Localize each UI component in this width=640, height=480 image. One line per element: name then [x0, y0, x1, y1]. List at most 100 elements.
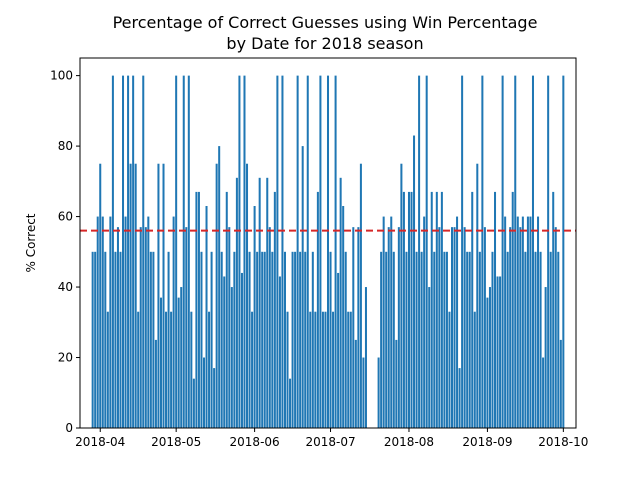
- bar: [91, 251, 94, 428]
- bar: [418, 75, 421, 429]
- bar: [230, 287, 233, 428]
- bar: [342, 206, 345, 428]
- bar: [149, 251, 152, 428]
- bar: [458, 368, 461, 428]
- bar: [205, 206, 208, 428]
- bar: [511, 191, 514, 428]
- bar: [562, 75, 565, 429]
- bar: [273, 191, 276, 428]
- bar: [488, 287, 491, 428]
- bar: [380, 251, 383, 428]
- bar: [559, 339, 562, 428]
- bar: [531, 75, 534, 429]
- bar: [134, 163, 137, 428]
- bar: [291, 251, 294, 428]
- bar: [377, 357, 380, 428]
- bar: [390, 216, 393, 428]
- bar: [544, 287, 547, 428]
- bar: [316, 191, 319, 428]
- bar: [208, 311, 211, 428]
- bar: [142, 75, 145, 429]
- bar: [521, 216, 524, 428]
- bar: [349, 311, 352, 428]
- bar: [122, 75, 125, 429]
- bar: [352, 227, 355, 428]
- bar: [443, 251, 446, 428]
- bar: [486, 297, 489, 428]
- bar: [504, 216, 507, 428]
- bar: [456, 216, 459, 428]
- bar: [413, 135, 416, 428]
- bar: [445, 251, 448, 428]
- bar: [476, 163, 479, 428]
- bar: [552, 191, 555, 428]
- y-tick-label: 80: [58, 139, 73, 153]
- x-tick-label: 2018-08: [384, 435, 434, 449]
- bar: [542, 357, 545, 428]
- bar: [514, 75, 517, 429]
- bar: [534, 251, 537, 428]
- bar: [243, 75, 246, 429]
- bar: [334, 75, 337, 429]
- bar: [246, 163, 249, 428]
- bar: [276, 75, 279, 429]
- bar: [170, 311, 173, 428]
- bar: [473, 311, 476, 428]
- bar: [268, 227, 271, 428]
- bar: [385, 251, 388, 428]
- bar: [296, 75, 299, 429]
- bar: [114, 251, 117, 428]
- bar: [106, 311, 109, 428]
- bar: [339, 177, 342, 428]
- bar: [311, 251, 314, 428]
- bar: [400, 163, 403, 428]
- bar: [124, 216, 127, 428]
- bar: [359, 163, 362, 428]
- bar: [332, 311, 335, 428]
- bar: [154, 339, 157, 428]
- bar: [382, 216, 385, 428]
- bar: [99, 163, 102, 428]
- x-axis: 2018-04 2018-05 2018-06 2018-07 2018-08 2018-…: [75, 428, 588, 449]
- bar: [501, 75, 504, 429]
- bar: [483, 227, 486, 428]
- bar: [557, 251, 560, 428]
- bar: [448, 311, 451, 428]
- bar: [283, 251, 286, 428]
- bar: [96, 216, 99, 428]
- bar: [127, 75, 130, 429]
- bar: [326, 75, 330, 429]
- bar: [251, 311, 254, 428]
- bar: [228, 227, 231, 428]
- bar: [144, 227, 147, 428]
- y-tick-label: 0: [65, 421, 73, 435]
- bar: [233, 251, 236, 428]
- bar: [438, 227, 441, 428]
- bar: [430, 191, 433, 428]
- bar: [218, 146, 221, 428]
- bar: [529, 216, 532, 428]
- bar: [132, 75, 135, 429]
- bar: [261, 251, 264, 428]
- bar: [109, 216, 112, 428]
- bar: [281, 75, 284, 429]
- bar: [192, 378, 195, 428]
- bar: [101, 216, 104, 428]
- bar: [463, 227, 466, 428]
- bar: [197, 191, 200, 428]
- bar: [397, 227, 400, 428]
- y-axis-label: % Correct: [24, 213, 38, 272]
- bar: [139, 227, 142, 428]
- bar: [271, 251, 274, 428]
- bar: [94, 251, 97, 428]
- bar: [524, 251, 527, 428]
- bar: [306, 75, 309, 429]
- chart-title: Percentage of Correct Guesses using Win …: [113, 13, 538, 53]
- bar: [289, 378, 292, 428]
- bar: [225, 191, 228, 428]
- bar: [253, 206, 256, 428]
- bar-series: [91, 75, 565, 429]
- bar: [157, 163, 160, 428]
- bar: [496, 276, 499, 428]
- bar: [299, 251, 302, 428]
